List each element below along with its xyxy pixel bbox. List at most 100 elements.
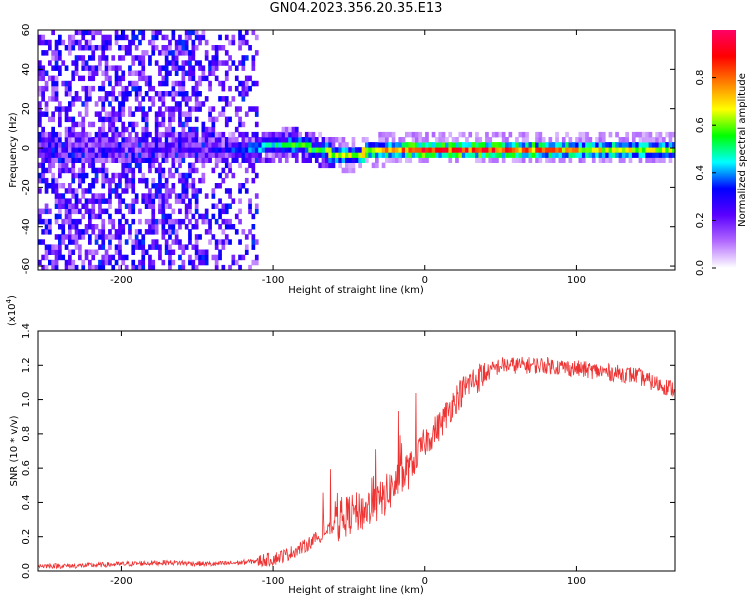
heatmap-cell	[254, 137, 259, 143]
heatmap-cell	[124, 172, 129, 179]
heatmap-cell	[128, 208, 132, 215]
heatmap-cell	[58, 172, 62, 179]
heatmap-cell	[345, 142, 349, 148]
heatmap-cell	[224, 208, 229, 215]
heatmap-cell	[248, 75, 252, 82]
heatmap-cell	[351, 147, 356, 153]
heatmap-cell	[141, 55, 146, 61]
heatmap-cell	[88, 208, 92, 215]
heatmap-cell	[581, 137, 586, 143]
heatmap-cell	[481, 152, 486, 158]
heatmap-cell	[74, 198, 79, 204]
heatmap-cell	[174, 229, 179, 235]
heatmap-cell	[51, 126, 55, 133]
heatmap-cell	[158, 80, 162, 87]
heatmap-cell	[118, 45, 122, 51]
heatmap-cell	[672, 131, 675, 138]
heatmap-cell	[518, 142, 523, 148]
heatmap-cell	[475, 152, 479, 158]
heatmap-cell	[174, 45, 179, 51]
x-tick-label: 0	[422, 275, 428, 286]
heatmap-cell	[234, 75, 239, 82]
heatmap-cell	[228, 264, 232, 270]
heatmap-cell	[138, 55, 142, 61]
heatmap-cell	[471, 152, 476, 158]
heatmap-cell	[238, 39, 242, 46]
heatmap-cell	[158, 218, 162, 225]
heatmap-cell	[41, 229, 45, 235]
heatmap-cell	[78, 152, 82, 158]
heatmap-cell	[151, 85, 156, 92]
heatmap-cell	[418, 131, 423, 138]
heatmap-cell	[228, 193, 232, 199]
heatmap-cell	[68, 208, 72, 215]
heatmap-cell	[238, 208, 242, 215]
heatmap-cell	[618, 142, 623, 148]
heatmap-cell	[224, 142, 229, 148]
heatmap-cell	[385, 137, 389, 143]
heatmap-cell	[635, 131, 639, 138]
heatmap-cell	[114, 188, 119, 194]
heatmap-cell	[194, 85, 199, 92]
heatmap-cell	[254, 208, 259, 215]
heatmap-cell	[158, 167, 162, 174]
heatmap-cell	[345, 167, 349, 174]
heatmap-cell	[328, 162, 332, 169]
heatmap-cell	[171, 91, 176, 97]
heatmap-cell	[188, 55, 192, 61]
heatmap-cell	[234, 213, 239, 220]
heatmap-cell	[465, 142, 469, 148]
heatmap-cell	[224, 218, 229, 225]
heatmap-cell	[98, 45, 102, 51]
heatmap-cell	[244, 131, 249, 138]
heatmap-cell	[535, 142, 539, 148]
heatmap-cell	[211, 131, 216, 138]
heatmap-cell	[81, 121, 86, 128]
heatmap-cell	[141, 254, 146, 261]
heatmap-cell	[154, 60, 159, 66]
heatmap-cell	[198, 177, 202, 184]
heatmap-cell	[111, 96, 116, 102]
heatmap-cell	[411, 137, 416, 143]
heatmap-cell	[158, 177, 162, 184]
heatmap-cell	[148, 218, 152, 225]
heatmap-cell	[88, 70, 92, 76]
heatmap-cell	[94, 177, 99, 184]
heatmap-cell	[381, 131, 386, 138]
heatmap-cell	[244, 137, 249, 143]
heatmap-cell	[224, 157, 229, 163]
heatmap-cell	[665, 147, 669, 153]
heatmap-cell	[81, 172, 86, 179]
heatmap-cell	[178, 208, 182, 215]
heatmap-cell	[48, 45, 52, 51]
heatmap-cell	[44, 157, 49, 163]
heatmap-cell	[224, 75, 229, 82]
heatmap-cell	[168, 224, 172, 230]
heatmap-cell	[48, 208, 52, 215]
heatmap-cell	[204, 96, 209, 102]
heatmap-cell	[511, 142, 516, 148]
heatmap-cell	[174, 50, 179, 56]
heatmap-cell	[91, 162, 96, 169]
snr-y-multiplier: (x104)	[5, 295, 18, 326]
heatmap-cell	[111, 264, 116, 270]
heatmap-cell	[171, 152, 176, 158]
heatmap-cell	[131, 157, 136, 163]
heatmap-cell	[224, 60, 229, 66]
heatmap-cell	[218, 137, 222, 143]
heatmap-cell	[591, 157, 596, 163]
heatmap-cell	[131, 137, 136, 143]
heatmap-cell	[648, 131, 653, 138]
heatmap-cell	[168, 254, 172, 261]
heatmap-cell	[38, 101, 42, 107]
x-tick-label: 0	[422, 576, 428, 587]
heatmap-cell	[121, 85, 126, 92]
heatmap-cell	[221, 177, 226, 184]
heatmap-cell	[128, 111, 132, 117]
heatmap-cell	[545, 147, 549, 153]
heatmap-cell	[388, 152, 392, 158]
heatmap-cell	[234, 157, 239, 163]
heatmap-cell	[211, 142, 216, 148]
heatmap-cell	[201, 213, 206, 220]
heatmap-cell	[161, 213, 166, 220]
